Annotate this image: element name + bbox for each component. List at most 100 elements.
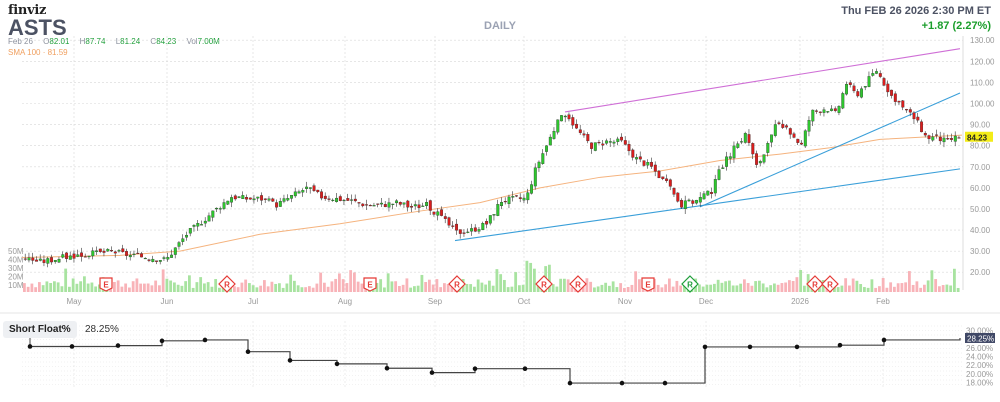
volume-bar [705,284,709,292]
volume-bar [495,269,499,292]
short-float-line [30,337,961,384]
short-float-point [522,366,528,372]
candle-up [211,210,215,218]
candle-down [886,83,890,93]
candle-down [110,250,113,252]
candle-down [451,225,455,227]
volume-bar [904,282,908,292]
candle-up [162,257,166,259]
candle-up [87,255,91,258]
volume-bar [49,283,53,292]
y-axis-tick: 70.00 [970,163,991,172]
volume-bar [750,285,754,292]
rating-icon[interactable] [806,275,824,293]
volume-bar [619,283,623,292]
volume-bar [611,281,615,292]
volume-bar [154,280,158,292]
rating-label: R [812,281,818,290]
candle-down [912,112,916,120]
volume-bar [240,282,244,292]
rating-icon[interactable] [681,275,699,293]
candle-down [406,200,410,208]
volume-bar [840,285,844,292]
volume-bar [563,278,566,292]
volume-bar [533,268,536,292]
volume-bar [555,286,559,292]
candle-up [132,253,136,255]
rating-icon[interactable] [821,275,839,293]
earnings-icon[interactable] [641,277,655,292]
volume-bar [570,287,574,292]
volume-bar [281,287,285,292]
timeframe-label[interactable]: DAILY [484,20,516,32]
rating-icon[interactable] [569,275,587,293]
short-float-point [245,349,251,355]
earnings-icon[interactable] [99,277,113,292]
volume-bar [390,281,394,292]
candle-up [166,257,170,260]
candle-down [950,138,953,140]
candle-down [710,192,713,194]
candle-down [785,125,788,128]
volume-bar [161,269,165,292]
trendline-upper-channel [564,48,961,113]
volume-bar [724,281,728,292]
candle-down [920,121,923,133]
trendline-lower-channel [454,168,961,242]
candle-up [605,140,608,144]
short-float-label[interactable]: Short Float% [3,321,77,338]
volume-bar [600,284,604,292]
candle-down [485,221,488,225]
rating-icon[interactable] [218,275,236,293]
volume-bar [255,287,259,292]
y-axis-tick: 60.00 [970,184,991,193]
volume-bar [889,282,893,292]
candle-down [346,198,350,201]
volume-bar [559,278,563,292]
volume-bar [484,284,488,292]
volume-bar [274,283,278,292]
volume-bar [874,287,878,292]
volume-bar [375,282,379,292]
x-axis-tick: Nov [618,297,632,306]
candle-down [50,257,53,263]
volume-bar [345,283,349,292]
low-label: L [115,37,121,46]
volume-bar [323,282,326,292]
candle-down [65,252,68,259]
ticker-symbol: ASTS [8,15,67,40]
candle-up [241,195,245,200]
volume-bar [199,277,203,292]
volume-bar [285,283,289,292]
finviz-logo[interactable]: finviz [8,3,47,18]
short-float-point [619,380,625,386]
candle-down [856,91,860,97]
candle-down [927,135,931,140]
candle-up [395,200,398,204]
candle-down [833,108,837,111]
candle-up [128,255,132,258]
rating-icon[interactable] [535,275,553,293]
rating-icon[interactable] [448,275,466,293]
volume-bar [900,283,904,292]
candle-down [582,133,586,136]
volume-bar [851,278,855,292]
volume-bar [791,280,795,292]
x-axis-tick: Aug [338,297,352,306]
short-float-point [747,344,753,350]
candle-down [747,134,751,143]
x-axis-tick: Jul [248,297,258,306]
volume-bar [53,281,56,292]
volume-bar [308,286,311,292]
y-axis-tick: 110.00 [970,78,994,87]
short-float-axis-tick: 20.00% [966,370,993,379]
candle-up [203,220,207,224]
volume-bar [581,284,585,292]
candle-down [447,217,451,226]
volume-bar [195,282,199,292]
y-axis-tick: 40.00 [970,226,991,235]
earnings-icon[interactable] [363,277,377,292]
volume-bar [593,287,596,292]
candle-down [428,200,432,211]
